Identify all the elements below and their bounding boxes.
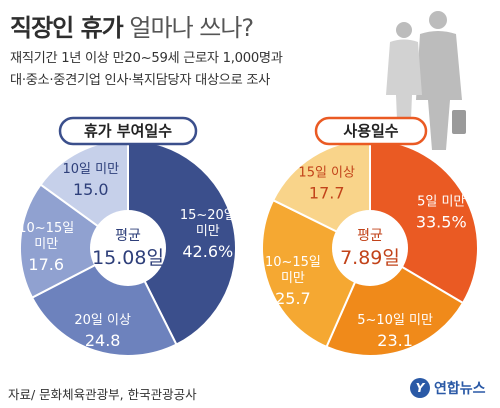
yonhap-logo: Y 연합뉴스 [410,378,486,398]
survey-description: 재직기간 1년 이상 만20~59세 근로자 1,000명과 대·중소·중견기업… [10,48,283,92]
center-circle [90,210,166,286]
center-label: 평균 [115,228,141,244]
pie-slice [127,138,237,346]
logo-text: 연합뉴스 [434,381,486,397]
business-people-illustration [386,11,466,150]
center-label: 평균 [357,228,383,244]
slice-category-label: 15일 이상 [298,165,355,180]
center-circle [332,210,408,286]
logo-mark-icon: Y [410,378,430,398]
slice-category-label: 5~10일 미만 [357,313,433,328]
slice-category-label: 10~15일 [265,255,321,270]
slice-value-label: 23.1 [377,331,413,350]
slice-category-label: 10일 미만 [62,162,119,177]
chart-title-badge [58,116,198,146]
slice-category-label: 미만 [196,224,220,239]
slice-value-label: 33.5% [416,212,467,231]
slice-value-label: 42.6% [182,242,233,261]
chart-title-badge [314,116,428,146]
slice-value-label: 15.0 [73,180,109,199]
chart-title: 사용일수 [343,122,398,140]
slice-category-label: 미만 [34,237,58,252]
pie-slice [19,183,130,299]
subtitle-line-1: 재직기간 1년 이상 만20~59세 근로자 1,000명과 [10,51,283,66]
slice-value-label: 25.7 [275,289,311,308]
slice-value-label: 24.8 [85,331,121,350]
slice-category-label: 10~15일 [18,221,74,236]
source-note: 자료/ 문화체육관광부, 한국관광공사 [8,387,197,402]
slice-category-label: 20일 이상 [74,313,131,328]
slice-category-label: 미만 [281,271,305,286]
slice-value-label: 17.6 [28,255,64,274]
page-title: 직장인 휴가 얼마나 쓰나? [10,8,254,43]
center-average-value: 7.89일 [340,247,400,269]
slice-category-label: 15~20일 [180,208,236,223]
slice-value-label: 17.7 [309,183,345,202]
subtitle-line-2: 대·중소·중견기업 인사·복지담당자 대상으로 조사 [10,73,271,88]
chart-title: 휴가 부여일수 [84,122,172,140]
title-bold: 직장인 휴가 [10,14,124,42]
title-rest: 얼마나 쓰나? [129,14,254,42]
center-average-value: 15.08일 [92,247,164,269]
slice-category-label: 5일 미만 [417,194,465,209]
